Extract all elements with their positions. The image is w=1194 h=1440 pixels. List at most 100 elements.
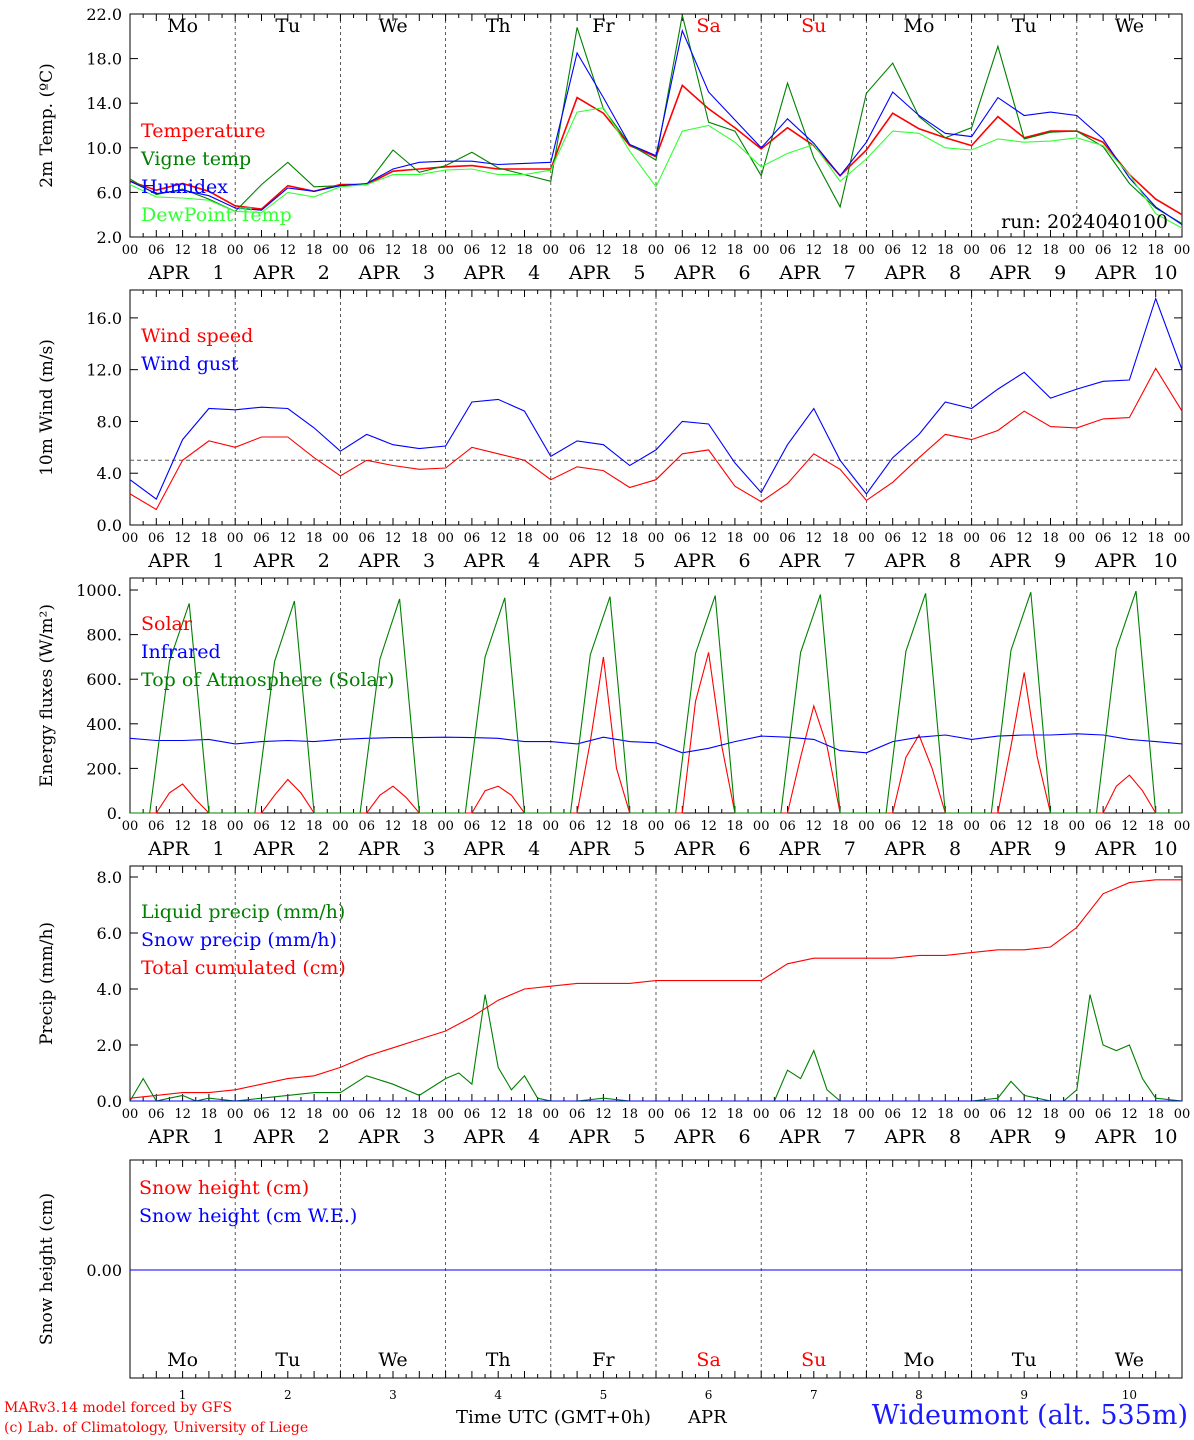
hour-tick-label: 18 [937,819,954,834]
hour-tick-label: 06 [358,1107,375,1122]
date-label: 8 [949,838,961,860]
hour-tick-label: 06 [569,243,586,258]
hour-tick-label: 12 [490,1107,507,1122]
hour-tick-label: 06 [884,243,901,258]
hour-tick-label: 06 [779,243,796,258]
hour-tick-label: 12 [700,531,717,546]
hour-tick-label: 12 [1016,531,1033,546]
date-label: 3 [423,1126,435,1148]
month-label: APR [568,1126,611,1148]
month-label: APR [358,1126,401,1148]
hour-tick-label: 18 [306,531,323,546]
weekday-label: We [1115,15,1144,37]
hour-tick-label: 12 [911,243,928,258]
y-axis-label-temperature: 2m Temp. (ºC) [37,63,57,188]
y-tick-label: 400. [86,715,122,734]
hour-tick-label: 12 [490,243,507,258]
hour-tick-label: 00 [648,531,665,546]
hour-tick-label: 18 [621,531,638,546]
month-label: APR [147,1126,190,1148]
date-label: 6 [739,262,751,284]
hour-tick-label: 00 [227,243,244,258]
hour-tick-label: 18 [201,1107,218,1122]
hour-tick-label: 00 [227,1107,244,1122]
legend-entry: Snow height (cm W.E.) [139,1205,357,1227]
hour-tick-label: 06 [569,819,586,834]
month-label: APR [358,262,401,284]
hour-tick-label: 00 [332,819,349,834]
hour-tick-label: 06 [148,819,165,834]
hour-tick-label: 00 [1174,1107,1191,1122]
date-label: 4 [528,262,540,284]
hour-tick-label: 00 [227,531,244,546]
weekday-label: Tu [275,1349,300,1371]
hour-tick-label: 00 [437,819,454,834]
hour-tick-label: 06 [253,819,270,834]
hour-tick-label: 12 [174,819,191,834]
y-tick-label: 14.0 [86,94,122,113]
hour-tick-label: 18 [937,1107,954,1122]
hour-tick-label: 00 [1069,1107,1086,1122]
month-label: APR [673,838,716,860]
hour-tick-label: 06 [884,531,901,546]
date-label: 9 [1054,838,1066,860]
month-label: APR [358,550,401,572]
hour-tick-label: 18 [727,1107,744,1122]
hour-tick-label: 18 [411,243,428,258]
hour-tick-label: 12 [1121,243,1138,258]
month-label: APR [358,838,401,860]
hour-tick-label: 18 [411,819,428,834]
hour-tick-label: 00 [543,1107,560,1122]
hour-tick-label: 18 [516,531,533,546]
date-label: 8 [949,1126,961,1148]
y-axis-label-energy: Energy fluxes (W/m²) [37,604,57,787]
hour-tick-label: 18 [306,1107,323,1122]
date-label: 4 [528,550,540,572]
hour-tick-label: 00 [122,1107,139,1122]
hour-tick-label: 06 [569,1107,586,1122]
month-label: APR [778,262,821,284]
hour-tick-label: 06 [358,819,375,834]
hour-tick-label: 06 [148,243,165,258]
month-label: APR [252,262,295,284]
date-label: 8 [949,550,961,572]
legend-entry: Infrared [141,641,221,663]
hour-tick-label: 12 [385,531,402,546]
hour-tick-label: 12 [1016,819,1033,834]
date-label: 2 [284,1388,292,1402]
series-line-dewpoint-temp [129,107,1183,229]
legend-entry: Temperature [141,120,265,142]
y-tick-label: 0.0 [97,516,122,535]
month-label: APR [884,1126,927,1148]
series-line-top-of-atmosphere-solar- [130,590,1182,814]
hour-tick-label: 00 [858,819,875,834]
hour-tick-label: 18 [1147,819,1164,834]
weekday-label: Sa [696,1349,720,1371]
hour-tick-label: 12 [174,531,191,546]
hour-tick-label: 18 [306,819,323,834]
hour-tick-label: 06 [990,819,1007,834]
weekday-label: Mo [167,15,198,37]
weekday-label: Mo [167,1349,198,1371]
hour-tick-label: 18 [727,243,744,258]
hour-tick-label: 00 [648,1107,665,1122]
hour-tick-label: 12 [595,1107,612,1122]
hour-tick-label: 06 [253,531,270,546]
hour-tick-label: 06 [464,243,481,258]
legend-entry: Total cumulated (cm) [141,957,346,979]
hour-tick-label: 18 [727,531,744,546]
hour-tick-label: 06 [674,1107,691,1122]
hour-tick-label: 12 [700,819,717,834]
date-label: 5 [633,838,645,860]
month-label: APR [147,838,190,860]
hour-tick-label: 06 [674,819,691,834]
hour-tick-label: 00 [753,243,770,258]
hour-tick-label: 12 [806,531,823,546]
hour-tick-label: 00 [963,819,980,834]
hour-tick-label: 12 [1121,1107,1138,1122]
legend-entry: Top of Atmosphere (Solar) [141,669,394,691]
hour-tick-label: 00 [122,819,139,834]
series-line-infrared [129,733,1183,754]
month-label: APR [1094,1126,1137,1148]
hour-tick-label: 06 [884,1107,901,1122]
